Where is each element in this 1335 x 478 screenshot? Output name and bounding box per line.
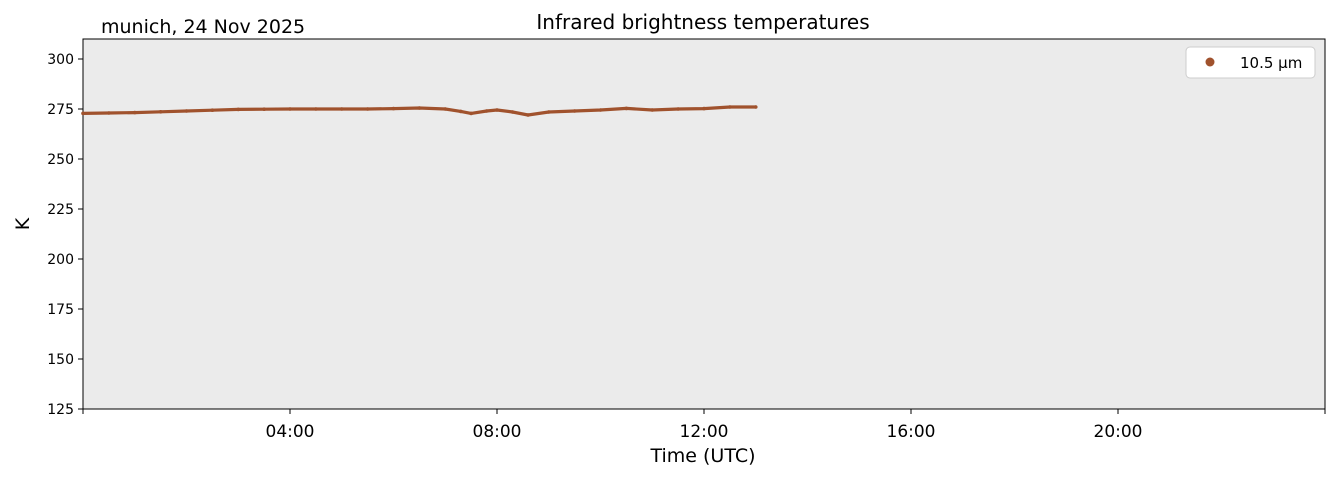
series-line	[81, 105, 758, 117]
data-point	[484, 109, 489, 113]
legend: 10.5 µm	[1185, 46, 1316, 79]
legend-marker	[1205, 57, 1215, 67]
y-tick-label: 250	[47, 152, 74, 168]
data-point	[132, 110, 137, 115]
x-tick-label: 16:00	[887, 422, 936, 442]
data-point	[107, 111, 111, 115]
data-point	[728, 105, 732, 109]
data-point	[572, 109, 577, 113]
data-point	[365, 107, 370, 111]
x-tick-label: 12:00	[680, 422, 729, 442]
data-point	[753, 105, 758, 109]
legend-box	[1185, 46, 1316, 79]
data-point	[458, 109, 463, 114]
chart-title: Infrared brightness temperatures	[536, 10, 869, 34]
data-point	[495, 108, 499, 112]
data-point	[702, 106, 706, 111]
data-point	[184, 109, 189, 113]
data-point	[158, 110, 163, 114]
data-point	[210, 108, 215, 112]
data-point	[676, 107, 680, 111]
x-axis-label: Time (UTC)	[649, 445, 755, 467]
y-tick-label: 125	[47, 402, 74, 418]
data-point	[469, 111, 473, 116]
y-tick-label: 200	[47, 252, 74, 268]
y-tick-label: 300	[47, 52, 74, 68]
data-point	[598, 108, 603, 112]
data-point	[650, 108, 655, 112]
x-tick-label: 08:00	[473, 422, 522, 442]
x-tick-label: 20:00	[1094, 422, 1143, 442]
data-point	[339, 107, 344, 111]
chart-subtitle: munich, 24 Nov 2025	[101, 16, 305, 38]
plot-area	[82, 38, 1326, 410]
y-tick-label: 150	[47, 352, 74, 368]
data-point	[391, 106, 396, 111]
data-point	[624, 106, 629, 111]
series-layer	[81, 105, 758, 117]
y-tick-label: 275	[47, 102, 74, 118]
y-tick-label: 225	[47, 202, 74, 218]
data-point	[288, 107, 292, 111]
data-point	[262, 107, 266, 111]
y-tick-label: 175	[47, 302, 74, 318]
data-point	[314, 107, 318, 111]
y-axis: 125 150 175 200 225 250 275 300	[47, 52, 83, 418]
data-point	[443, 107, 448, 111]
data-point	[526, 113, 530, 117]
x-tick-label: 04:00	[266, 422, 315, 442]
data-point	[417, 106, 422, 110]
data-point	[236, 107, 241, 112]
legend-label: 10.5 µm	[1240, 54, 1302, 72]
data-point	[510, 110, 515, 114]
x-axis: 04:00 08:00 12:00 16:00 20:00	[82, 409, 1326, 442]
data-point	[546, 110, 551, 114]
data-point	[81, 111, 85, 116]
y-axis-label: K	[12, 217, 34, 230]
